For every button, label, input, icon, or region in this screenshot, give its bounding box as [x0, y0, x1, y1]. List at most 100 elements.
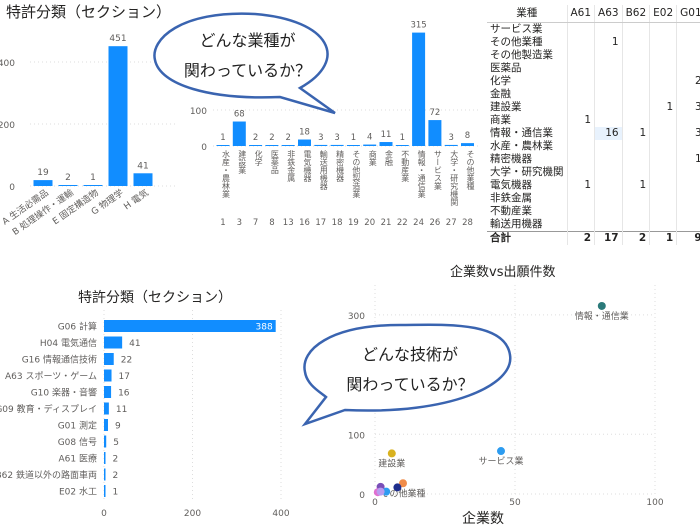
row-label: 金融 — [487, 88, 568, 101]
table-cell — [567, 88, 596, 101]
scatter-point[interactable] — [393, 483, 402, 492]
bar — [363, 144, 377, 146]
table-row: 非鉄金属 — [487, 192, 700, 205]
category-label: G10 楽器・音響 — [31, 387, 97, 399]
table-cell — [649, 114, 678, 127]
table-cell: 9 — [676, 231, 700, 245]
table-cell — [622, 218, 651, 232]
table-cell — [676, 36, 700, 49]
bar — [104, 353, 114, 365]
row-label: 医薬品 — [487, 62, 568, 75]
table-cell — [622, 22, 651, 36]
x-tick-label: 100 — [646, 498, 663, 508]
table-row: 商業 1 — [487, 114, 700, 127]
data-label: 1 — [220, 133, 225, 143]
data-label: 18 — [299, 128, 310, 138]
table-row: サービス業 — [487, 22, 700, 36]
data-label: 1 — [90, 173, 96, 183]
code-label: 18 — [332, 218, 343, 228]
bar — [298, 139, 311, 146]
y-tick-label: 0 — [9, 183, 15, 193]
table-cell — [594, 101, 623, 114]
table-row: 水産・農林業 — [487, 140, 700, 153]
y-tick-label: 100 — [348, 431, 365, 441]
code-label: 8 — [269, 218, 274, 228]
scatter-point[interactable] — [597, 301, 606, 310]
row-label: 情報・通信業 — [487, 127, 568, 140]
category-label: 建設業 — [238, 149, 247, 175]
table-row: 化学 2 — [487, 75, 700, 88]
scatter-point[interactable] — [382, 487, 391, 496]
bar — [330, 144, 344, 146]
column-header[interactable]: B62 — [622, 5, 651, 23]
scatter-point[interactable] — [497, 447, 505, 456]
table-cell — [676, 22, 700, 36]
category-label: A61 医療 — [59, 453, 97, 465]
row-label: その他製造業 — [487, 49, 568, 62]
table-cell — [567, 36, 596, 49]
category-label: 医薬品 — [270, 150, 279, 175]
category-label: E02 水工 — [59, 486, 97, 498]
table-cell — [649, 205, 678, 218]
bar — [104, 468, 106, 481]
bar — [265, 145, 279, 146]
x-tick-label: 0 — [372, 498, 378, 508]
data-label: 1 — [400, 133, 405, 143]
table-row: 精密機器 1 — [487, 153, 700, 166]
table-cell — [676, 218, 700, 232]
category-label: その他業種 — [466, 150, 475, 191]
code-label: 28 — [462, 218, 473, 228]
data-label: 2 — [113, 455, 119, 465]
scatter-xlabel: 企業数 — [462, 511, 504, 527]
x-tick-label: 200 — [184, 509, 201, 519]
table-cell — [594, 179, 623, 192]
data-label: 72 — [429, 108, 440, 118]
point-label: 情報・通信業 — [575, 310, 629, 322]
column-header[interactable]: A61 — [567, 5, 596, 23]
data-label: 11 — [116, 405, 127, 415]
scatter-title: 企業数vs出願件数 — [450, 265, 556, 280]
category-label: その他製造業 — [352, 150, 361, 199]
data-label: 315 — [410, 21, 426, 31]
bar — [314, 144, 328, 146]
chart3-title: 特許分類（セクション） — [78, 290, 232, 306]
table-cell — [649, 49, 678, 62]
table-row: 電気機器 1 1 — [487, 179, 700, 192]
table-cell — [622, 205, 651, 218]
table-cell — [622, 75, 651, 88]
category-label: 化学 — [254, 149, 263, 166]
column-header[interactable]: E02 — [649, 5, 678, 23]
column-header[interactable]: 業種 — [487, 5, 568, 23]
table-cell — [594, 88, 623, 101]
data-label: 5 — [113, 438, 119, 448]
table-cell — [567, 166, 596, 179]
bar — [104, 369, 112, 382]
table-cell — [594, 192, 623, 205]
table-cell — [567, 192, 596, 205]
x-tick-label: 50 — [509, 498, 521, 508]
table-cell — [594, 218, 623, 232]
column-header[interactable]: A63 — [594, 5, 623, 23]
table-cell — [567, 101, 596, 114]
y-tick-label: 400 — [0, 59, 15, 69]
table-row: 輸送用機器 — [487, 218, 700, 232]
bar — [281, 145, 295, 146]
table-cell — [649, 166, 678, 179]
scatter-point[interactable] — [376, 487, 385, 496]
table-cell — [649, 127, 678, 140]
table-row: 医薬品 — [487, 62, 700, 75]
scatter-point[interactable] — [399, 479, 407, 488]
scatter-point[interactable] — [387, 449, 396, 458]
table-cell: 1 — [649, 231, 678, 245]
table-cell — [622, 192, 651, 205]
category-label: 商業 — [368, 149, 377, 167]
data-label: 41 — [137, 161, 148, 171]
table-cell — [649, 140, 678, 153]
y-tick-label: 100 — [190, 107, 207, 117]
data-label: 68 — [234, 110, 245, 120]
table-row: 大学・研究機関 — [487, 166, 700, 179]
table-cell — [567, 127, 596, 140]
column-header[interactable]: G01 — [676, 5, 700, 23]
table-cell — [622, 166, 651, 179]
